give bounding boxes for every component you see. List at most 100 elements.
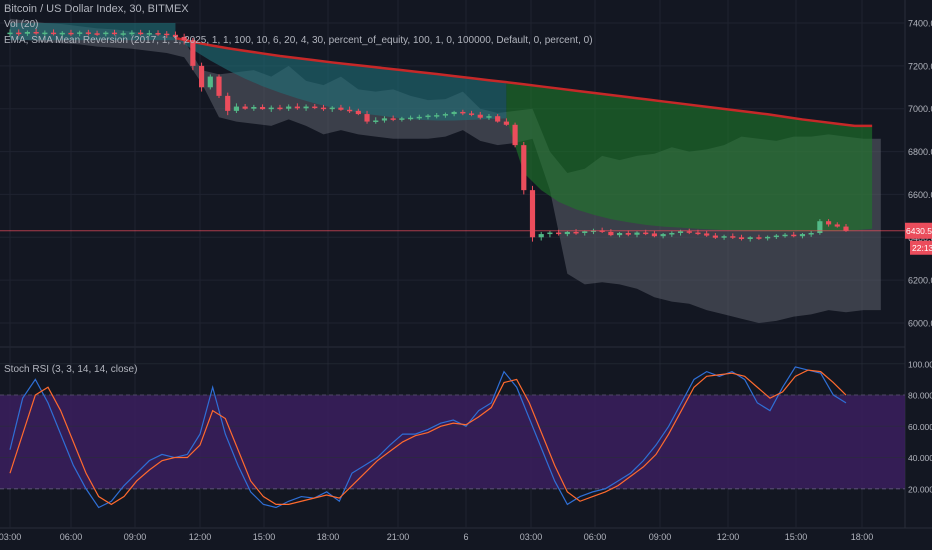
candle-body xyxy=(608,231,614,236)
candle-body xyxy=(50,32,57,35)
candle-body xyxy=(651,233,658,237)
candle-body xyxy=(329,107,335,110)
candle-body xyxy=(643,232,649,235)
candle-body xyxy=(364,114,370,122)
time-tick-label: 09:00 xyxy=(124,532,147,542)
candle-body xyxy=(24,32,31,34)
candle-body xyxy=(834,224,840,227)
time-tick-label: 15:00 xyxy=(785,532,808,542)
last-price-value: 6430.52 xyxy=(906,226,932,236)
countdown-badge xyxy=(910,240,932,255)
time-tick-label: 12:00 xyxy=(189,532,212,542)
candle-body xyxy=(704,233,710,236)
candle-body xyxy=(799,234,806,237)
price-tick-label: 7200.00 xyxy=(908,61,932,71)
candle-body xyxy=(634,232,640,235)
candle-body xyxy=(512,124,518,146)
candle-body xyxy=(425,115,431,118)
symbol-title: Bitcoin / US Dollar Index, 30, BITMEX xyxy=(4,3,189,15)
candle-body xyxy=(747,237,753,239)
candle-body xyxy=(495,116,501,122)
stoch-k-line xyxy=(9,366,847,509)
candle-body xyxy=(164,33,170,36)
price-tick-label: 7000.00 xyxy=(908,104,932,114)
candle-body xyxy=(695,232,701,235)
candle-body xyxy=(77,32,83,34)
price-tick-label: 6200.00 xyxy=(908,276,932,286)
last-price-badge xyxy=(905,222,932,239)
candle-body xyxy=(468,113,475,115)
candle-body xyxy=(355,110,361,115)
candle-body xyxy=(277,107,283,110)
candle-body xyxy=(172,34,179,37)
candle-body xyxy=(111,32,118,35)
price-tick-label: 6600.00 xyxy=(908,190,932,200)
candle-body xyxy=(225,95,231,111)
candle-body xyxy=(660,234,666,237)
candle-body xyxy=(7,32,13,35)
candle-body xyxy=(373,120,379,122)
candle-body xyxy=(155,33,161,35)
price-tick-label: 6800.00 xyxy=(908,147,932,157)
candle-body xyxy=(94,33,100,35)
candle-body xyxy=(669,233,675,235)
candle-body xyxy=(16,32,22,35)
stoch-d-line xyxy=(9,369,847,506)
candle-body xyxy=(347,109,353,112)
candle-body xyxy=(138,32,144,35)
candle-body xyxy=(198,65,205,88)
candle-body xyxy=(582,231,588,233)
candle-body xyxy=(843,226,849,231)
candle-body xyxy=(503,121,509,125)
candle-body xyxy=(451,111,457,115)
candle-body xyxy=(756,237,762,239)
candle-body xyxy=(808,233,814,235)
candle-body xyxy=(233,106,240,111)
candle-body xyxy=(242,106,248,109)
candle-body xyxy=(825,221,832,225)
time-tick-label: 06:00 xyxy=(584,532,607,542)
candle-body xyxy=(268,107,274,110)
time-tick-label: 12:00 xyxy=(717,532,740,542)
candle-body xyxy=(460,111,466,114)
stoch-tick-label: 20.0000 xyxy=(908,484,932,494)
time-tick-label: 18:00 xyxy=(851,532,874,542)
countdown-value: 22:13 xyxy=(912,243,932,253)
candle-body xyxy=(181,36,187,41)
stoch-tick-label: 100.0000 xyxy=(908,359,932,369)
candle-body xyxy=(721,236,727,238)
candle-body xyxy=(33,32,39,34)
candle-body xyxy=(216,76,222,96)
stoch-rsi-label: Stoch RSI (3, 3, 14, 14, close) xyxy=(4,364,138,375)
candle-body xyxy=(538,234,544,238)
time-tick-label: 6 xyxy=(463,532,468,542)
candle-body xyxy=(529,190,536,238)
time-tick-label: 06:00 xyxy=(60,532,83,542)
candle-body xyxy=(286,106,292,109)
candle-body xyxy=(547,232,553,235)
candle-body xyxy=(312,106,318,109)
candle-body xyxy=(556,232,562,235)
candle-body xyxy=(407,117,414,120)
candle-body xyxy=(738,237,745,239)
time-tick-label: 03:00 xyxy=(520,532,543,542)
candle-body xyxy=(390,118,396,120)
candle-body xyxy=(42,32,48,35)
candle-body xyxy=(573,231,579,234)
candle-body xyxy=(303,106,309,109)
candle-body xyxy=(259,107,266,110)
ema-line xyxy=(175,36,873,128)
volume-label: Vol (20) xyxy=(4,19,39,30)
stoch-tick-label: 40.0000 xyxy=(908,453,932,463)
green-cloud xyxy=(506,82,873,232)
candle-body xyxy=(782,234,788,237)
candle-body xyxy=(564,231,570,235)
candle-body xyxy=(817,221,823,233)
candle-body xyxy=(477,114,483,118)
candle-body xyxy=(251,107,257,109)
candle-body xyxy=(59,32,65,35)
candle-body xyxy=(730,236,736,238)
candle-body xyxy=(146,33,152,35)
candle-body xyxy=(381,118,388,121)
